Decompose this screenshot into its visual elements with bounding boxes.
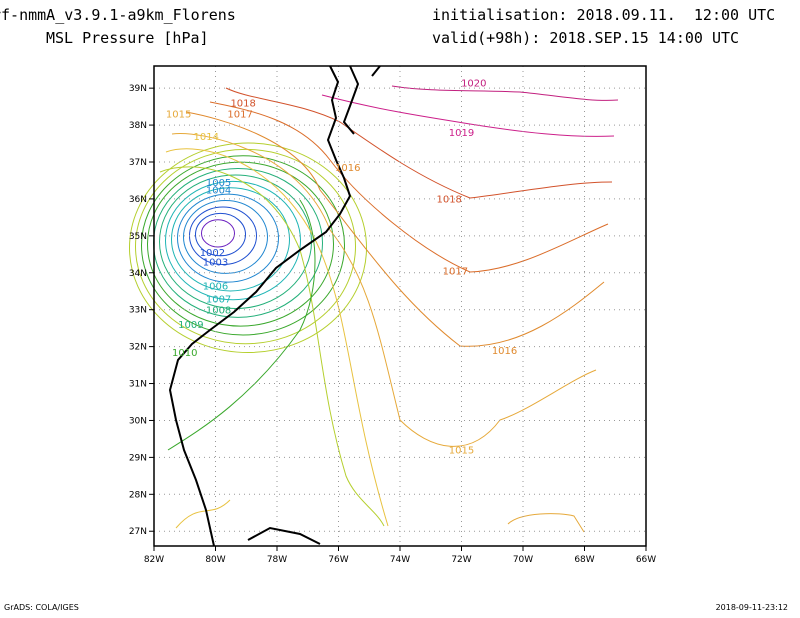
lat-lon-grid [154,66,646,546]
contour-line [171,187,290,292]
contour-line [391,85,619,101]
contour-line [141,155,345,336]
lon-tick-label: 72W [451,555,471,565]
lon-tick-label: 82W [144,555,164,565]
contour-line [321,94,615,137]
contour-line [165,148,389,527]
contour-label: 1014 [194,132,219,143]
contour-label: 1004 [206,185,231,196]
contour-line [201,219,235,248]
lon-tick-label: 66W [636,555,656,565]
lon-tick-label: 76W [328,555,348,565]
contour-label: 1005 [206,178,231,189]
coastline-east [168,65,352,547]
coastline-bahamas [247,526,321,545]
contour-label: 1008 [206,305,231,316]
coastline-nj [371,65,381,77]
lat-tick-label: 33N [129,306,147,316]
contour-lines [129,85,619,533]
footer-credit: GrADS: COLA/IGES [4,603,79,612]
contour-label: 1003 [203,257,228,268]
contour-label: 1017 [443,267,468,278]
lon-tick-label: 80W [205,555,225,565]
footer-timestamp: 2018-09-11-23:12 [715,603,788,612]
coastline [168,65,381,547]
contour-line [159,166,385,527]
contour-line [175,499,231,529]
contour-label: 1018 [436,195,461,206]
contour-label: 1015 [166,110,191,121]
contour-line [185,111,605,347]
lat-tick-label: 38N [129,121,147,131]
init-time: initialisation: 2018.09.11. 12:00 UTC [432,6,776,24]
lat-tick-label: 28N [129,490,147,500]
variable-title: MSL Pressure [hPa] [46,29,209,47]
contour-line [167,199,316,451]
contour-line [171,133,597,447]
contour-line [225,87,613,199]
valid-time: valid(+98h): 2018.SEP.15 14:00 UTC [432,29,740,47]
lat-tick-label: 34N [129,269,147,279]
contour-label: 1009 [178,320,203,331]
lon-tick-label: 68W [574,555,594,565]
contour-line [177,193,279,283]
lat-tick-label: 29N [129,453,147,463]
lat-tick-label: 39N [129,84,147,94]
lat-tick-label: 32N [129,343,147,353]
lon-tick-label: 78W [267,555,287,565]
contour-line [183,200,268,274]
contour-line [209,101,609,273]
contour-label: 1002 [200,248,225,259]
contour-label: 1019 [449,128,474,139]
contour-line [147,161,334,327]
lon-tick-label: 70W [513,555,533,565]
contour-label: 1018 [230,99,255,110]
lat-tick-label: 36N [129,195,147,205]
contour-label: 1010 [172,348,197,359]
lat-tick-label: 31N [129,380,147,390]
contour-label: 1017 [227,110,252,121]
contour-labels: 1020101910181018101710171016101610151015… [166,78,517,456]
axis-ticks: 82W 80W 78W 76W 74W 72W 70W 68W 66W 39N 38N 37N 36N 3… [129,84,656,565]
contour-label: 1015 [449,446,474,457]
lon-tick-label: 74W [390,555,410,565]
contour-line [507,513,585,533]
contour-line [195,212,246,257]
contour-label: 1016 [335,163,360,174]
contour-line [165,180,301,301]
contour-label: 1006 [203,281,228,292]
lat-tick-label: 27N [129,527,147,537]
lat-tick-label: 35N [129,232,147,242]
contour-label: 1007 [206,294,231,305]
contour-label: 1020 [461,78,486,89]
contour-label: 1016 [492,346,517,357]
coastline-delmarva [342,65,360,135]
contour-line [135,148,356,345]
lat-tick-label: 30N [129,416,147,426]
lat-tick-label: 37N [129,158,147,168]
contour-line [129,142,367,354]
model-title: rf-nmmA_v3.9.1-a9km_Florens [0,6,236,24]
